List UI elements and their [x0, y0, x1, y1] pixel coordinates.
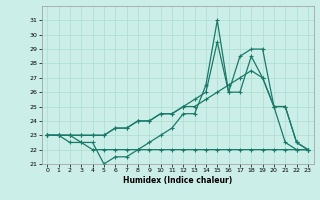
X-axis label: Humidex (Indice chaleur): Humidex (Indice chaleur) — [123, 176, 232, 185]
